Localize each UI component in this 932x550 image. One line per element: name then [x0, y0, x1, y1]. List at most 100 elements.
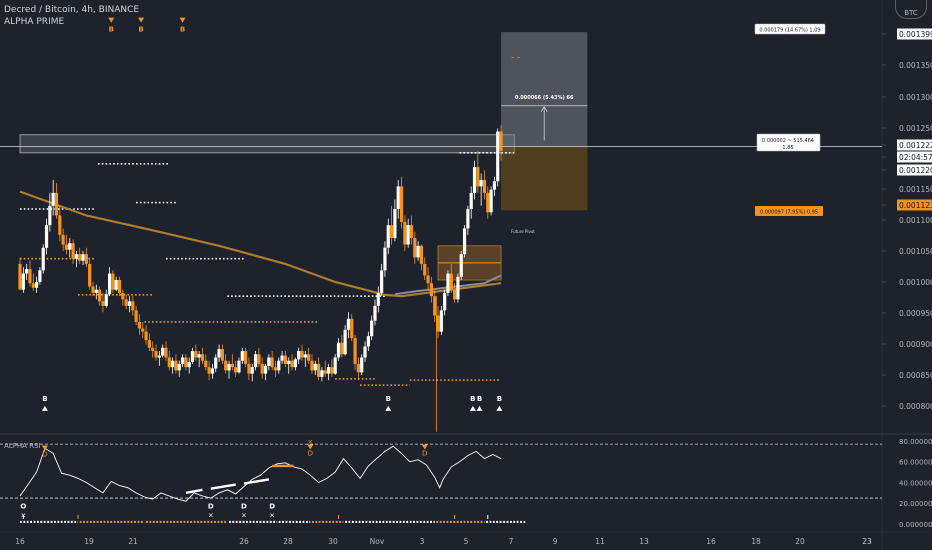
- candle: [273, 360, 278, 377]
- price-tick: 0.001300: [899, 93, 932, 102]
- candle-body: [91, 286, 95, 293]
- sell-triangle-icon: [138, 17, 145, 23]
- time-tick: 20: [795, 537, 805, 546]
- candle-body: [393, 209, 397, 239]
- candle: [121, 289, 125, 306]
- candle-body: [346, 318, 351, 330]
- candle-body: [257, 354, 261, 364]
- candle-body: [121, 292, 125, 300]
- candle-body: [413, 238, 417, 258]
- rsi-divergence-segment: [243, 478, 270, 485]
- candle-body: [300, 351, 304, 358]
- candle: [244, 347, 248, 368]
- candle-body: [197, 354, 201, 358]
- candle: [376, 286, 380, 313]
- time-tick: 19: [84, 537, 94, 546]
- candle-body: [326, 367, 331, 374]
- rsi-title: ALPHA RSI: [4, 442, 41, 450]
- candle: [456, 273, 460, 303]
- candle: [217, 344, 221, 362]
- candle: [423, 257, 427, 281]
- candle: [346, 312, 351, 339]
- time-tick: 13: [639, 537, 649, 546]
- candle-body: [237, 360, 241, 373]
- sell-signal-label: B: [109, 26, 114, 34]
- candle: [137, 314, 142, 335]
- candle-body: [111, 273, 115, 290]
- candle: [386, 218, 390, 255]
- candle: [403, 215, 407, 251]
- price-tick: 0.001000: [899, 278, 932, 287]
- candle: [240, 347, 244, 364]
- candle-body: [114, 280, 118, 290]
- candle: [396, 179, 400, 219]
- rsi-top-mark: D: [308, 449, 313, 457]
- rsi-bottom-x-icon: ×: [208, 512, 214, 520]
- candle-body: [499, 131, 503, 151]
- candle-body: [74, 254, 78, 259]
- candle: [227, 360, 231, 379]
- price-tick: 0.000950: [899, 309, 932, 318]
- rsi-bottom-mark: D: [241, 503, 247, 511]
- candle: [220, 344, 224, 364]
- candle-body: [68, 243, 72, 250]
- candle-body: [476, 167, 480, 187]
- time-tick: 18: [751, 537, 761, 546]
- candle: [426, 267, 430, 290]
- candle: [443, 289, 447, 316]
- candle-body: [207, 367, 211, 374]
- candle-body: [449, 273, 453, 290]
- candle: [131, 296, 135, 316]
- candle: [111, 270, 115, 293]
- price-tick: 0.001222: [899, 141, 932, 150]
- candle: [68, 238, 72, 258]
- candle-body: [350, 318, 354, 339]
- candle: [429, 276, 433, 303]
- candle: [31, 273, 35, 291]
- candle: [333, 354, 337, 375]
- candle-body: [230, 363, 234, 368]
- future-pivot-label: Future Pivot: [511, 229, 535, 234]
- candle: [210, 363, 215, 379]
- candle: [336, 338, 341, 361]
- candle: [353, 334, 357, 371]
- buy-triangle-icon: [476, 405, 483, 411]
- candle-body: [84, 254, 88, 264]
- candle: [171, 357, 175, 374]
- buy-signal-label: B: [470, 395, 475, 403]
- candle: [419, 244, 424, 271]
- time-tick: 28: [283, 537, 293, 546]
- time-tick: 16: [706, 537, 716, 546]
- candle-body: [267, 357, 271, 366]
- candle-body: [61, 234, 65, 245]
- candle: [293, 357, 297, 371]
- chart-title: Decred / Bitcoin, 4h, BINANCE: [4, 5, 140, 15]
- currency-badge[interactable]: BTC: [895, 0, 927, 19]
- rsi-axis-tick: 60.000000: [899, 459, 932, 467]
- candle-body: [436, 315, 440, 332]
- candle-body: [323, 370, 327, 374]
- candle-body: [396, 186, 400, 210]
- candle-body: [456, 276, 460, 300]
- candle: [177, 360, 181, 377]
- target-info-label-text: 0.000179 (14.67%) 1.09: [759, 28, 820, 34]
- candle-body: [127, 301, 132, 306]
- candle: [350, 314, 354, 342]
- candle-body: [194, 351, 198, 358]
- candle: [247, 357, 251, 381]
- candle-body: [320, 370, 324, 377]
- candle-body: [171, 360, 175, 368]
- center-info-box: [756, 133, 821, 152]
- candle-body: [200, 354, 205, 361]
- candle-body: [98, 289, 102, 302]
- stop-info-label: 0.000097 (7.95%) 0.95: [755, 206, 823, 216]
- candle-body: [34, 281, 39, 288]
- candle: [267, 354, 271, 371]
- candle: [157, 351, 161, 366]
- candle: [476, 150, 480, 193]
- candle-body: [147, 340, 151, 348]
- candle-body: [293, 359, 297, 368]
- candle: [459, 250, 463, 281]
- target-info-label: 0.000179 (14.67%) 1.09: [754, 23, 826, 35]
